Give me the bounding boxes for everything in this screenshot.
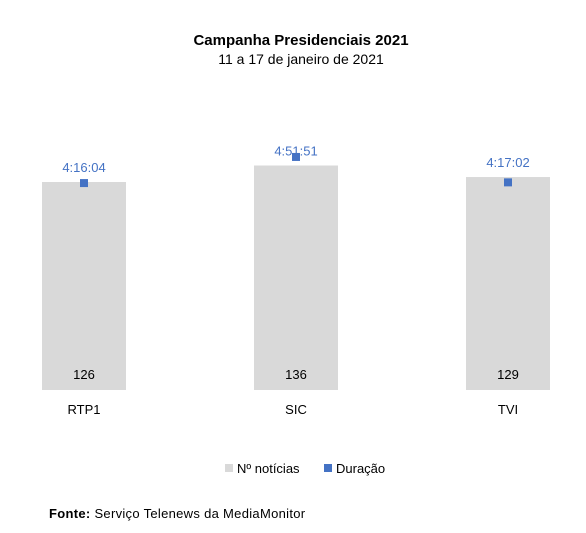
legend: Nº notícias Duração (225, 461, 385, 476)
duration-label: 4:17:02 (486, 155, 529, 170)
bar-sic (254, 165, 338, 390)
duration-marker-sic (292, 152, 300, 161)
duration-marker-tvi (504, 178, 512, 187)
category-label: TVI (498, 402, 518, 417)
source-label: Fonte: (49, 506, 91, 521)
duration-label: 4:16:04 (62, 160, 105, 175)
bar-value-label: 126 (73, 367, 95, 382)
source-note: Fonte: Serviço Telenews da MediaMonitor (49, 506, 305, 521)
bar-rtp1 (42, 182, 126, 390)
legend-swatch-count (225, 464, 233, 472)
category-label: SIC (285, 402, 307, 417)
source-text: Serviço Telenews da MediaMonitor (94, 506, 306, 521)
bar-tvi (466, 177, 550, 390)
chart-title: Campanha Presidenciais 2021 (193, 32, 408, 49)
legend-swatch-duration (324, 464, 332, 472)
chart-subtitle: 11 a 17 de janeiro de 2021 (218, 51, 384, 67)
category-label: RTP1 (68, 402, 101, 417)
legend-label-duration: Duração (336, 461, 385, 476)
legend-label-count: Nº notícias (237, 461, 300, 476)
plot-area: 126 4:16:04 RTP1 136 4:51:51 SIC 129 4:17:02 TVI (42, 143, 550, 417)
bar-value-label: 129 (497, 367, 519, 382)
bar-value-label: 136 (285, 367, 307, 382)
duration-marker-rtp1 (80, 179, 88, 188)
duration-label: 4:51:51 (274, 143, 317, 158)
